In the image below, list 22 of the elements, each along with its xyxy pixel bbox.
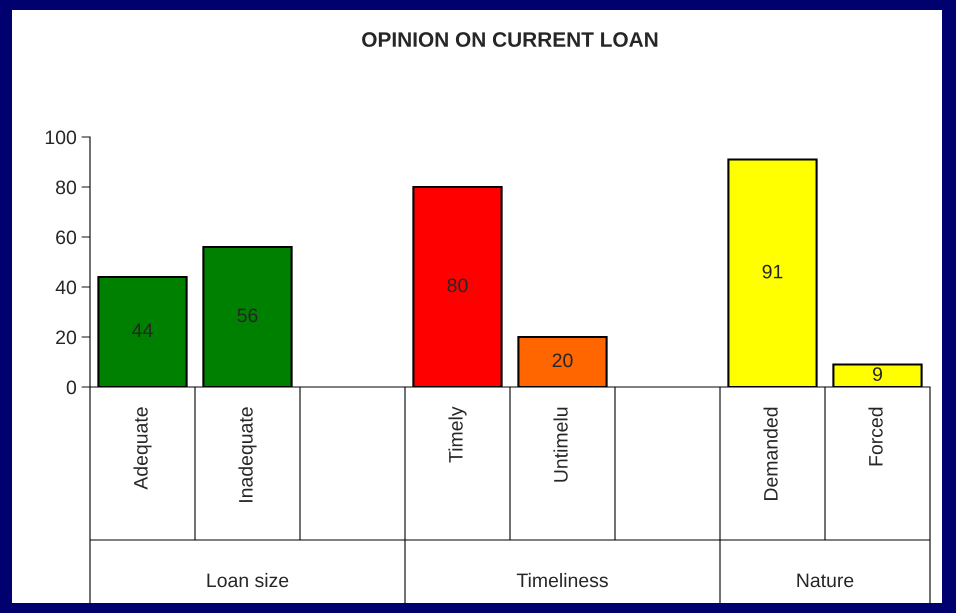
y-tick-label: 100: [46, 130, 76, 144]
x-tick-label: Untimelu: [553, 408, 568, 482]
y-tick-label: 20: [56, 330, 76, 344]
y-tick-label: 60: [56, 230, 76, 244]
text: Timeliness: [516, 572, 608, 588]
y-tick-label: 40: [56, 280, 76, 294]
x-tick-label: Timely: [448, 406, 467, 463]
x-tick-label: Demanded: [763, 408, 778, 500]
data-label: 80: [448, 278, 468, 292]
chart-title: OPINION ON CURRENT LOAN: [362, 32, 658, 47]
x-tick-label: Inadequate: [238, 407, 257, 502]
x-tick-label: Adequate: [133, 407, 152, 490]
text: Nature: [797, 574, 854, 588]
data-label: 9: [873, 367, 882, 381]
data-label: 91: [762, 264, 782, 278]
y-tick-label: 80: [56, 180, 76, 194]
x-tick-label: Forced: [868, 408, 883, 466]
data-label: 20: [552, 353, 573, 368]
data-label: 56: [237, 308, 258, 322]
y-tick-label: 0: [66, 380, 76, 394]
data-label: 44: [132, 324, 153, 338]
text: Loan size: [207, 572, 288, 588]
